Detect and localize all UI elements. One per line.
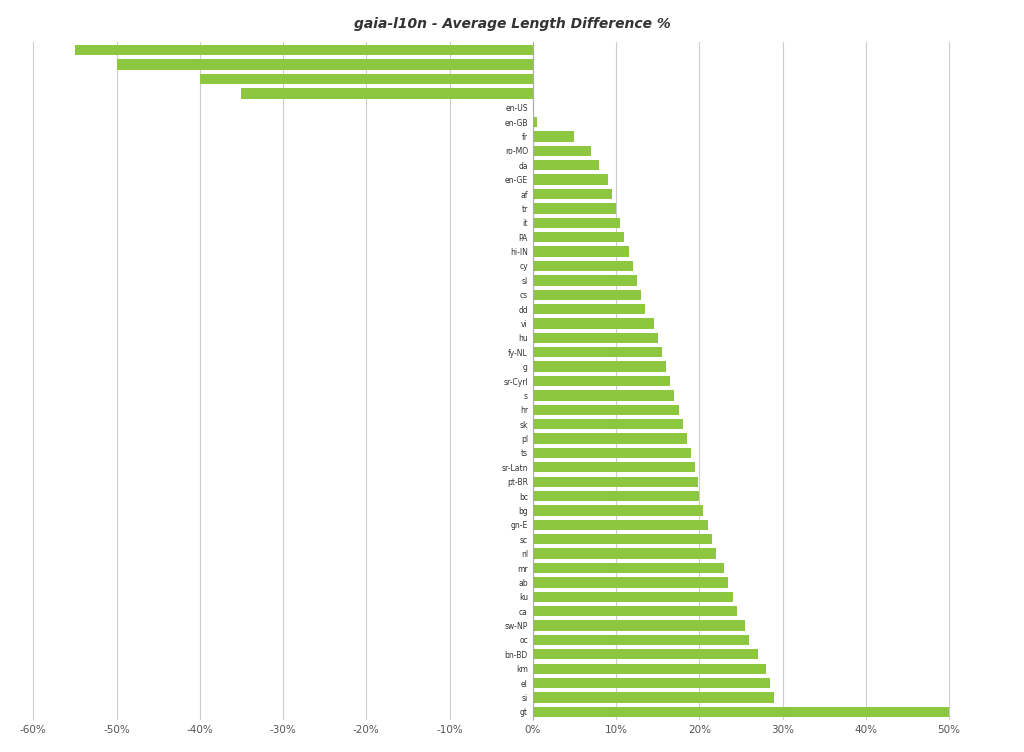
- Bar: [532, 146, 591, 156]
- Bar: [242, 88, 532, 99]
- Bar: [532, 548, 716, 559]
- Bar: [532, 203, 616, 214]
- Bar: [532, 663, 766, 674]
- Bar: [532, 405, 679, 415]
- Bar: [532, 362, 666, 371]
- Title: gaia-l10n - Average Length Difference %: gaia-l10n - Average Length Difference %: [353, 17, 671, 31]
- Bar: [532, 304, 645, 314]
- Bar: [532, 606, 737, 617]
- Bar: [532, 433, 687, 444]
- Bar: [532, 534, 712, 544]
- Bar: [532, 232, 625, 242]
- Bar: [532, 261, 633, 271]
- Bar: [532, 635, 750, 645]
- Bar: [532, 447, 691, 458]
- Bar: [532, 520, 708, 530]
- Bar: [532, 693, 774, 702]
- Bar: [75, 45, 532, 56]
- Bar: [532, 491, 699, 502]
- Bar: [200, 74, 532, 84]
- Bar: [532, 332, 657, 343]
- Bar: [532, 132, 574, 141]
- Bar: [532, 578, 728, 587]
- Bar: [532, 477, 697, 487]
- Bar: [532, 707, 949, 717]
- Bar: [532, 505, 703, 516]
- Bar: [532, 390, 675, 401]
- Bar: [532, 117, 537, 127]
- Bar: [532, 376, 670, 387]
- Bar: [532, 649, 758, 660]
- Bar: [532, 562, 724, 573]
- Bar: [532, 217, 621, 228]
- Bar: [532, 174, 608, 185]
- Bar: [532, 620, 745, 631]
- Bar: [532, 419, 683, 429]
- Bar: [532, 318, 653, 329]
- Bar: [532, 189, 612, 199]
- Bar: [532, 275, 637, 286]
- Bar: [532, 462, 695, 472]
- Bar: [532, 247, 629, 256]
- Bar: [532, 678, 770, 688]
- Bar: [532, 290, 641, 300]
- Bar: [117, 59, 532, 70]
- Bar: [532, 347, 662, 357]
- Bar: [532, 592, 732, 602]
- Bar: [532, 160, 599, 171]
